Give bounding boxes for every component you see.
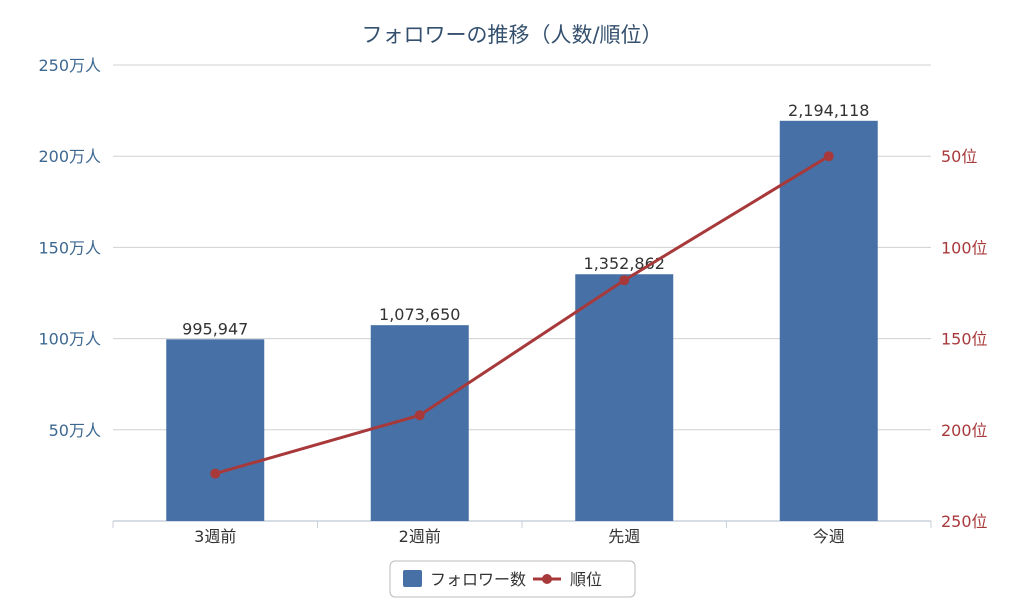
legend-bar-swatch	[403, 570, 422, 587]
line-series	[210, 151, 834, 479]
left-axis: 50万人 100万人 150万人 200万人 250万人	[38, 56, 101, 440]
bar	[779, 120, 878, 521]
left-axis-tick-label: 250万人	[38, 56, 101, 75]
legend-bar-label: フォロワー数	[430, 570, 526, 589]
rank-line	[214, 154, 830, 476]
x-axis: 3週前 2週前 先週 今週	[112, 520, 932, 546]
bar-data-label: 1,073,650	[379, 305, 460, 324]
x-axis-tick-label: 先週	[608, 527, 640, 546]
bar-series	[166, 120, 878, 521]
rank-point	[619, 275, 630, 286]
chart-title: フォロワーの推移（人数/順位）	[361, 23, 662, 47]
left-axis-tick-label: 100万人	[38, 330, 101, 349]
legend-box	[389, 560, 636, 598]
x-axis-tick-label: 3週前	[194, 527, 236, 546]
bar	[575, 274, 674, 521]
bar-data-label: 995,947	[182, 319, 248, 338]
rank-point	[823, 151, 834, 162]
rank-point	[210, 468, 221, 479]
bar-data-label: 2,194,118	[788, 101, 869, 120]
right-axis: 50位 100位 150位 200位 250位	[941, 147, 988, 531]
legend[interactable]: フォロワー数 順位	[389, 560, 636, 598]
left-axis-tick-label: 150万人	[38, 238, 101, 257]
left-axis-tick-label: 200万人	[38, 147, 101, 166]
x-axis-tick-label: 2週前	[399, 527, 441, 546]
bar	[370, 325, 469, 521]
bar	[166, 339, 265, 521]
legend-line-marker	[542, 574, 552, 584]
right-axis-tick-label: 100位	[941, 238, 988, 257]
left-axis-tick-label: 50万人	[49, 421, 101, 440]
right-axis-tick-label: 200位	[941, 421, 988, 440]
x-axis-tick-label: 今週	[813, 527, 845, 546]
rank-point	[414, 410, 425, 421]
right-axis-tick-label: 250位	[941, 512, 988, 531]
legend-line-label: 順位	[570, 570, 602, 589]
right-axis-tick-label: 50位	[941, 147, 977, 166]
right-axis-tick-label: 150位	[941, 330, 988, 349]
